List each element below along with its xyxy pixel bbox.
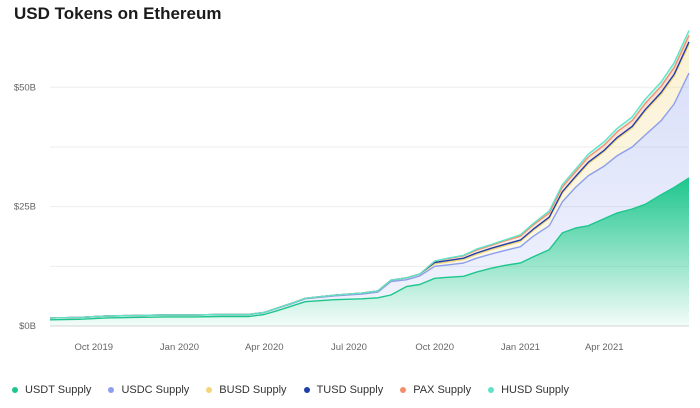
legend-label: PAX Supply [413, 384, 472, 396]
x-tick-label: Jan 2020 [160, 342, 199, 353]
usdt-supply-line [49, 177, 690, 321]
legend-item-usdt-supply[interactable]: USDT Supply [12, 384, 91, 396]
legend-dot-icon [108, 387, 115, 393]
stacked-area-chart: $0B $25B $50B Oct 2019 Jan 2020 Apr 2020 Jul … [14, 30, 690, 353]
y-axis-labels: $0B $25B $50B [14, 82, 36, 332]
husd-supply-line [49, 30, 690, 319]
legend-dot-icon [303, 387, 310, 393]
legend-dot-icon [206, 387, 213, 393]
legend: USDT Supply USDC Supply BUSD Supply TUSD Su… [12, 384, 569, 396]
legend-item-usdc-supply[interactable]: USDC Supply [108, 384, 189, 396]
x-tick-label: Oct 2020 [415, 342, 454, 353]
legend-item-busd-supply[interactable]: BUSD Supply [206, 384, 287, 396]
area-layer [50, 30, 689, 326]
legend-label: USDC Supply [121, 384, 190, 396]
x-axis-labels: Oct 2019 Jan 2020 Apr 2020 Jul 2020 Oct 2020… [74, 342, 623, 353]
y-tick-label: $50B [14, 82, 36, 93]
legend-item-tusd-supply[interactable]: TUSD Supply [303, 384, 384, 396]
x-tick-label: Jul 2020 [331, 342, 367, 353]
usdt-supply-area [50, 178, 689, 326]
y-tick-label: $0B [19, 321, 36, 332]
x-tick-label: Apr 2021 [585, 342, 624, 353]
line-layer [49, 30, 690, 321]
legend-label: USDT Supply [25, 384, 92, 396]
legend-label: BUSD Supply [219, 384, 287, 396]
legend-item-pax-supply[interactable]: PAX Supply [400, 384, 471, 396]
x-tick-label: Apr 2020 [245, 342, 284, 353]
legend-label: HUSD Supply [501, 384, 569, 396]
legend-label: TUSD Supply [316, 384, 384, 396]
legend-dot-icon [488, 387, 495, 393]
legend-dot-icon [400, 387, 407, 393]
x-tick-label: Oct 2019 [74, 342, 113, 353]
chart-title: USD Tokens on Ethereum [14, 4, 222, 23]
legend-dot-icon [12, 387, 18, 393]
legend-item-husd-supply[interactable]: HUSD Supply [488, 384, 569, 396]
x-tick-label: Jan 2021 [501, 342, 540, 353]
y-tick-label: $25B [14, 202, 36, 213]
